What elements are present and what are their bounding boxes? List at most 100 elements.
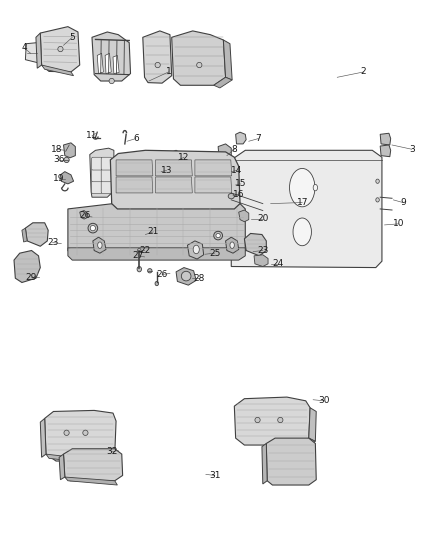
Polygon shape <box>223 190 230 198</box>
Text: 26: 26 <box>80 212 91 220</box>
Ellipse shape <box>155 281 159 286</box>
Polygon shape <box>59 454 65 480</box>
Text: 23: 23 <box>257 246 268 255</box>
Polygon shape <box>155 177 192 193</box>
Polygon shape <box>65 477 117 485</box>
Ellipse shape <box>58 46 63 52</box>
Polygon shape <box>93 237 106 253</box>
Text: 13: 13 <box>161 166 172 175</box>
Polygon shape <box>223 40 232 80</box>
Polygon shape <box>42 65 74 76</box>
Text: 11: 11 <box>86 132 98 140</box>
Ellipse shape <box>64 157 69 163</box>
FancyBboxPatch shape <box>92 181 102 193</box>
Polygon shape <box>176 268 196 285</box>
Polygon shape <box>40 418 46 457</box>
Polygon shape <box>157 160 167 172</box>
Text: 17: 17 <box>297 198 308 207</box>
Ellipse shape <box>313 184 318 191</box>
Polygon shape <box>105 53 111 74</box>
Text: 28: 28 <box>194 274 205 282</box>
Polygon shape <box>68 204 245 256</box>
Polygon shape <box>113 55 119 74</box>
Ellipse shape <box>376 198 379 202</box>
Polygon shape <box>97 53 103 74</box>
Text: 32: 32 <box>106 448 117 456</box>
Ellipse shape <box>214 231 223 240</box>
Polygon shape <box>155 160 192 176</box>
Text: 23: 23 <box>47 238 58 247</box>
Polygon shape <box>380 133 391 145</box>
Text: 20: 20 <box>257 214 268 223</box>
Text: 15: 15 <box>235 180 247 188</box>
FancyBboxPatch shape <box>101 157 112 170</box>
Polygon shape <box>25 43 40 63</box>
Polygon shape <box>40 27 80 72</box>
Text: 6: 6 <box>133 134 139 143</box>
Polygon shape <box>254 255 268 266</box>
Text: 30: 30 <box>318 397 330 405</box>
Ellipse shape <box>228 193 234 199</box>
Ellipse shape <box>181 271 191 281</box>
Text: 14: 14 <box>231 166 242 175</box>
Polygon shape <box>143 31 172 83</box>
Polygon shape <box>195 177 232 193</box>
Polygon shape <box>25 223 48 246</box>
Polygon shape <box>92 32 131 81</box>
Ellipse shape <box>193 245 199 254</box>
Polygon shape <box>195 160 232 176</box>
Polygon shape <box>172 31 226 85</box>
Text: 12: 12 <box>178 153 190 161</box>
Text: 31: 31 <box>209 471 220 480</box>
Ellipse shape <box>197 62 202 68</box>
Polygon shape <box>116 177 153 193</box>
Polygon shape <box>222 163 232 175</box>
Ellipse shape <box>290 168 315 207</box>
Ellipse shape <box>137 266 141 272</box>
Text: 22: 22 <box>139 246 150 255</box>
Text: 16: 16 <box>233 190 244 199</box>
Ellipse shape <box>278 417 283 423</box>
Ellipse shape <box>155 62 160 68</box>
FancyBboxPatch shape <box>101 169 112 182</box>
Text: 4: 4 <box>21 44 27 52</box>
Polygon shape <box>45 410 116 461</box>
Polygon shape <box>171 150 181 162</box>
Polygon shape <box>64 449 123 481</box>
Polygon shape <box>218 144 231 159</box>
Text: 19: 19 <box>53 174 65 183</box>
Ellipse shape <box>109 78 114 84</box>
Ellipse shape <box>216 233 220 238</box>
Polygon shape <box>309 408 316 441</box>
Text: 18: 18 <box>51 145 63 154</box>
Ellipse shape <box>148 269 152 273</box>
Ellipse shape <box>138 248 141 253</box>
Text: 2: 2 <box>361 68 366 76</box>
Text: 9: 9 <box>400 198 406 207</box>
Text: 3: 3 <box>409 145 415 154</box>
Polygon shape <box>36 33 42 68</box>
FancyBboxPatch shape <box>92 157 102 170</box>
Polygon shape <box>60 172 74 184</box>
Ellipse shape <box>64 430 69 435</box>
Text: 8: 8 <box>231 145 237 154</box>
Polygon shape <box>22 228 27 242</box>
Polygon shape <box>90 148 114 197</box>
Polygon shape <box>262 443 267 484</box>
Text: 10: 10 <box>393 220 404 228</box>
Text: 29: 29 <box>25 273 36 281</box>
Polygon shape <box>214 77 232 88</box>
Text: 1: 1 <box>166 68 172 76</box>
FancyBboxPatch shape <box>92 169 102 182</box>
Text: 36: 36 <box>53 156 65 164</box>
Text: 21: 21 <box>148 228 159 236</box>
Ellipse shape <box>293 218 311 246</box>
Polygon shape <box>116 160 153 176</box>
Polygon shape <box>244 233 266 256</box>
Text: 24: 24 <box>272 260 284 268</box>
Ellipse shape <box>255 417 260 423</box>
Ellipse shape <box>90 225 95 231</box>
Ellipse shape <box>376 179 379 183</box>
Polygon shape <box>298 438 315 449</box>
Text: 26: 26 <box>156 270 168 279</box>
